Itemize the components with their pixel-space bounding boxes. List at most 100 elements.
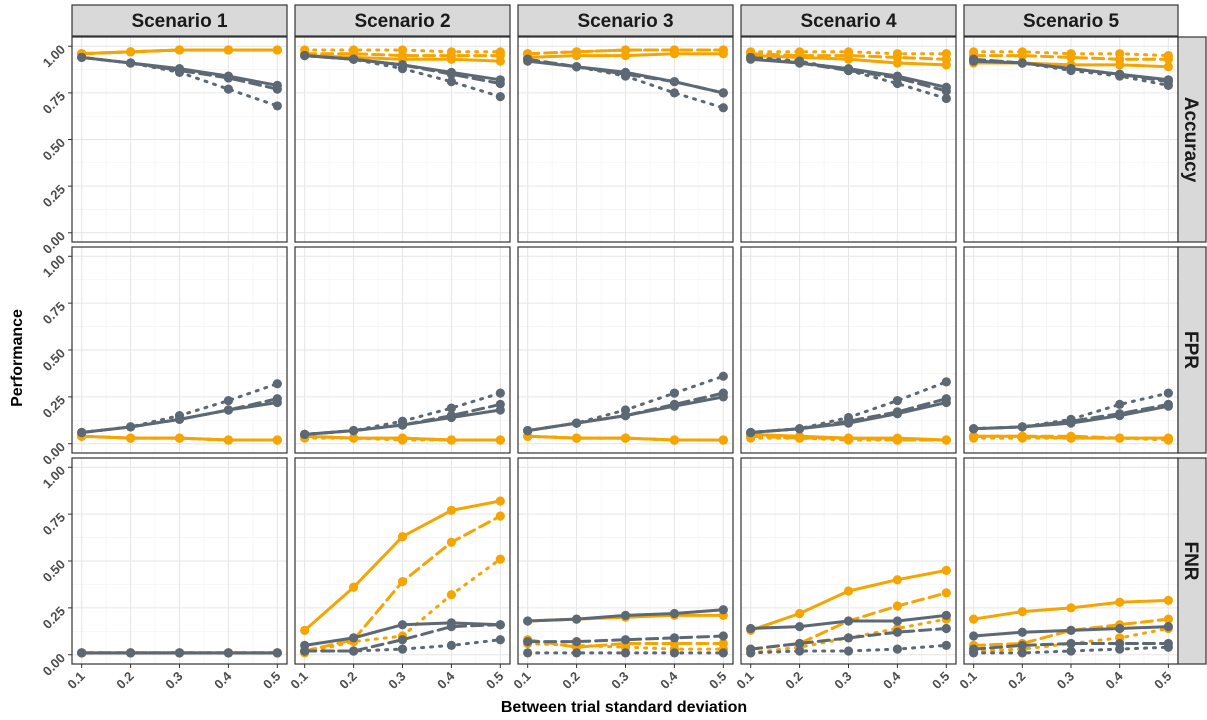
data-point-series-6 [174, 411, 185, 421]
panel-accuracy-scenario-3 [517, 36, 734, 243]
strip-scenario-5: Scenario 5 [963, 4, 1179, 37]
y-tick-label: 0.75 [40, 510, 69, 539]
x-tick-label: 0.2 [1005, 669, 1028, 692]
data-point-series-6 [523, 426, 533, 436]
data-point-series-3 [571, 433, 582, 443]
series-line-6 [972, 645, 1170, 655]
data-point-series-3 [1163, 50, 1173, 61]
data-point-series-6 [77, 427, 87, 438]
panel-fpr-scenario-3 [517, 246, 734, 454]
data-point-series-1 [892, 575, 903, 585]
data-point-series-6 [669, 648, 680, 658]
data-point-series-4 [571, 614, 582, 624]
column-strip-label: Scenario 2 [354, 11, 450, 32]
x-tick-label: 0.4 [657, 668, 681, 692]
data-point-series-5 [1115, 409, 1125, 419]
row-strip-label: FPR [1180, 331, 1201, 369]
data-point-series-3 [969, 47, 979, 57]
data-point-series-3 [495, 554, 505, 564]
data-point-series-3 [718, 435, 728, 445]
data-point-series-5 [446, 622, 457, 632]
strip-background [71, 4, 288, 37]
panel-accuracy-scenario-1 [71, 36, 288, 243]
series-line-5 [303, 402, 502, 436]
data-point-series-5 [272, 84, 282, 94]
data-point-series-4 [397, 620, 408, 630]
data-point-series-5 [892, 627, 903, 637]
data-point-series-6 [892, 396, 903, 406]
data-point-series-2 [397, 577, 408, 587]
x-tick-label: 0.5 [929, 669, 952, 692]
y-tick-label: 0.25 [40, 182, 69, 211]
data-point-series-3 [446, 47, 457, 57]
series-line-2 [972, 617, 1170, 647]
panel-fpr-scenario-5 [963, 246, 1179, 454]
data-point-series-5 [941, 394, 951, 404]
panel-accuracy-scenario-4 [740, 36, 957, 243]
data-point-series-6 [892, 644, 903, 654]
x-tick-label: 0.3 [831, 669, 854, 692]
data-point-series-5 [941, 86, 951, 96]
data-point-series-5 [223, 73, 234, 83]
y-tick-label: 0.25 [40, 392, 69, 421]
data-point-series-4 [746, 623, 756, 634]
data-point-series-6 [300, 646, 310, 656]
data-point-series-5 [669, 77, 680, 87]
data-point-series-6 [718, 103, 728, 113]
strip-background [517, 4, 734, 37]
data-point-series-3 [969, 433, 979, 443]
series-line-5 [303, 623, 502, 653]
data-point-series-5 [495, 78, 505, 89]
data-point-series-4 [843, 616, 854, 626]
panel-border [517, 36, 734, 243]
data-point-series-3 [125, 47, 136, 57]
data-point-series-3 [892, 435, 903, 445]
facet-strips: Scenario 1 Scenario 2 Scenario 3 Scenario 4… [71, 4, 1207, 665]
data-point-series-6 [272, 379, 282, 389]
axis-titles: Between trial standard deviation Perform… [9, 309, 747, 716]
x-tick-label: 0.2 [336, 669, 359, 692]
data-point-series-3 [1066, 433, 1076, 443]
y-tick-label: 0.75 [40, 88, 69, 117]
strip-background [1177, 457, 1207, 665]
series-line-5 [526, 634, 725, 644]
data-point-series-6 [523, 648, 533, 658]
panel-border [294, 36, 511, 243]
x-tick-label: 0.5 [483, 669, 506, 692]
data-point-series-6 [941, 377, 951, 387]
data-point-series-3 [794, 433, 805, 443]
series-line-5 [972, 57, 1170, 84]
data-point-series-6 [941, 640, 951, 650]
strip-fnr: FNR [1177, 457, 1207, 665]
panel-border [517, 246, 734, 454]
data-point-series-6 [348, 426, 359, 436]
x-tick-label: 0.1 [956, 669, 979, 692]
data-point-series-6 [941, 93, 951, 104]
data-point-series-3 [1017, 433, 1027, 443]
panel-fnr-scenario-4 [740, 457, 957, 665]
data-point-series-5 [272, 394, 282, 404]
data-point-series-1 [300, 625, 310, 635]
data-point-series-6 [397, 64, 408, 74]
data-point-series-5 [843, 633, 854, 643]
series-line-5 [80, 397, 279, 434]
data-point-series-6 [669, 388, 680, 398]
data-point-series-6 [77, 648, 87, 658]
x-tick-label: 0.3 [608, 669, 631, 692]
data-point-series-3 [174, 433, 185, 443]
data-point-series-6 [669, 88, 680, 98]
data-point-series-3 [174, 45, 185, 55]
data-point-series-4 [718, 605, 728, 615]
data-point-series-6 [571, 648, 582, 658]
data-point-series-6 [495, 388, 505, 398]
data-point-series-6 [125, 58, 136, 68]
data-point-series-3 [446, 590, 457, 600]
data-point-series-6 [1017, 648, 1027, 658]
y-tick-label: 0.50 [40, 557, 69, 586]
y-tick-label: 0.25 [40, 603, 69, 632]
data-point-series-3 [1163, 435, 1173, 445]
data-point-series-6 [1163, 642, 1173, 652]
data-point-series-4 [1017, 627, 1027, 637]
data-point-series-3 [223, 45, 234, 55]
data-point-series-6 [77, 52, 87, 63]
